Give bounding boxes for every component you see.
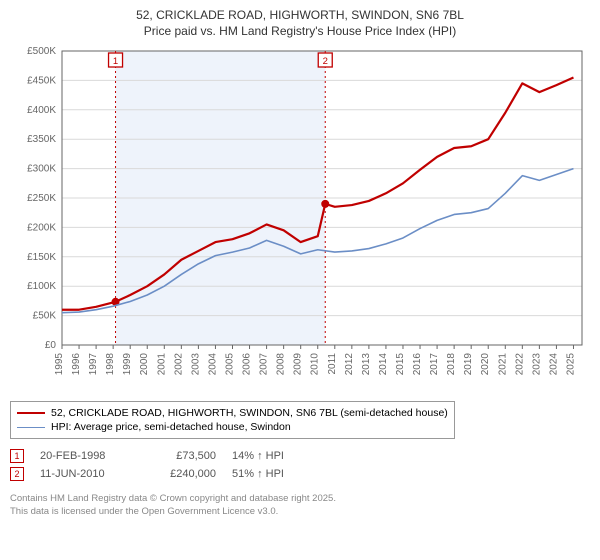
x-tick-label: 1999 <box>122 353 133 376</box>
y-tick-label: £250K <box>27 193 56 204</box>
x-tick-label: 2022 <box>514 353 525 376</box>
x-tick-label: 1995 <box>54 353 65 376</box>
y-tick-label: £0 <box>45 340 57 351</box>
sale-row-marker: 1 <box>10 449 24 463</box>
legend-row: 52, CRICKLADE ROAD, HIGHWORTH, SWINDON, … <box>17 406 448 420</box>
x-tick-label: 2021 <box>497 353 508 376</box>
legend-box: 52, CRICKLADE ROAD, HIGHWORTH, SWINDON, … <box>10 401 455 439</box>
x-tick-label: 2008 <box>276 353 287 376</box>
x-tick-label: 2023 <box>531 353 542 376</box>
x-tick-label: 2016 <box>412 353 423 376</box>
y-tick-label: £200K <box>27 223 56 234</box>
legend-row: HPI: Average price, semi-detached house,… <box>17 420 448 434</box>
title-block: 52, CRICKLADE ROAD, HIGHWORTH, SWINDON, … <box>10 8 590 39</box>
y-tick-label: £350K <box>27 134 56 145</box>
sale-marker-label: 2 <box>323 56 328 67</box>
y-tick-label: £300K <box>27 164 56 175</box>
sales-table: 1 20-FEB-1998 £73,500 14% ↑ HPI 2 11-JUN-2010… <box>10 447 590 483</box>
x-tick-label: 2015 <box>395 353 406 376</box>
title-line-1: 52, CRICKLADE ROAD, HIGHWORTH, SWINDON, … <box>10 8 590 24</box>
x-tick-label: 2002 <box>173 353 184 376</box>
y-tick-label: £150K <box>27 252 56 263</box>
x-tick-label: 2017 <box>429 353 440 376</box>
y-tick-label: £50K <box>33 311 57 322</box>
x-tick-label: 2019 <box>463 353 474 376</box>
sale-row: 2 11-JUN-2010 £240,000 51% ↑ HPI <box>10 465 590 483</box>
chart-svg: £0 £50K £100K £150K £200K £250K £300K £350K £400… <box>10 45 590 395</box>
sale-row-price: £240,000 <box>146 468 216 480</box>
x-tick-label: 2006 <box>242 353 253 376</box>
x-tick-label: 1996 <box>71 353 82 376</box>
sale-row-delta: 51% ↑ HPI <box>232 468 322 480</box>
x-tick-label: 2010 <box>310 353 321 376</box>
sale-row-date: 20-FEB-1998 <box>40 450 130 462</box>
x-tick-label: 2024 <box>548 353 559 376</box>
x-tick-label: 2013 <box>361 353 372 376</box>
legend-text: 52, CRICKLADE ROAD, HIGHWORTH, SWINDON, … <box>51 407 448 419</box>
x-tick-label: 2009 <box>293 353 304 376</box>
legend-swatch <box>17 412 45 414</box>
x-tick-label: 1998 <box>105 353 116 376</box>
sale-row: 1 20-FEB-1998 £73,500 14% ↑ HPI <box>10 447 590 465</box>
sale-row-delta: 14% ↑ HPI <box>232 450 322 462</box>
x-tick-label: 2005 <box>224 353 235 376</box>
sale-row-marker: 2 <box>10 467 24 481</box>
title-line-2: Price paid vs. HM Land Registry's House … <box>10 24 590 40</box>
y-tick-label: £500K <box>27 46 56 57</box>
legend-text: HPI: Average price, semi-detached house,… <box>51 421 291 433</box>
x-tick-label: 1997 <box>88 353 99 376</box>
sale-row-date: 11-JUN-2010 <box>40 468 130 480</box>
x-tick-label: 2011 <box>327 353 338 375</box>
footnote: Contains HM Land Registry data © Crown c… <box>10 493 590 518</box>
sale-marker-label: 1 <box>113 56 118 67</box>
y-tick-label: £100K <box>27 281 56 292</box>
x-tick-label: 2018 <box>446 353 457 376</box>
y-tick-label: £450K <box>27 76 56 87</box>
chart-container: 52, CRICKLADE ROAD, HIGHWORTH, SWINDON, … <box>0 0 600 560</box>
sale-row-price: £73,500 <box>146 450 216 462</box>
y-tick-label: £400K <box>27 105 56 116</box>
x-tick-label: 2003 <box>190 353 201 376</box>
x-tick-label: 2012 <box>344 353 355 376</box>
chart-area: £0 £50K £100K £150K £200K £250K £300K £350K £400… <box>10 45 590 395</box>
x-tick-label: 2007 <box>259 353 270 376</box>
x-tick-label: 2020 <box>480 353 491 376</box>
x-tick-label: 2001 <box>156 353 167 376</box>
footnote-line-2: This data is licensed under the Open Gov… <box>10 506 590 518</box>
x-tick-label: 2000 <box>139 353 150 376</box>
x-tick-label: 2025 <box>565 353 576 376</box>
x-tick-label: 2014 <box>378 353 389 376</box>
legend-swatch <box>17 427 45 428</box>
x-tick-label: 2004 <box>207 353 218 376</box>
footnote-line-1: Contains HM Land Registry data © Crown c… <box>10 493 590 505</box>
